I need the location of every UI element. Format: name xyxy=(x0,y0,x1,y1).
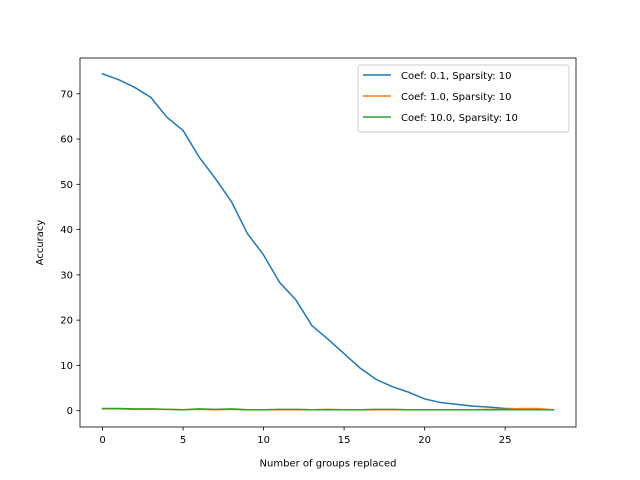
legend-label-2: Coef: 1.0, Sparsity: 10 xyxy=(401,92,512,103)
x-axis-label: Number of groups replaced xyxy=(260,459,397,470)
y-tick-label: 60 xyxy=(60,135,73,146)
y-axis-label: Accuracy xyxy=(35,220,46,266)
series-line-1 xyxy=(101,72,555,411)
x-tick-label: 25 xyxy=(499,435,512,446)
legend-label-3: Coef: 10.0, Sparsity: 10 xyxy=(401,113,518,124)
x-tick-label: 0 xyxy=(99,435,105,446)
x-tick-label: 15 xyxy=(338,435,351,446)
series-line-3 xyxy=(101,407,555,411)
y-tick-label: 20 xyxy=(60,316,73,327)
y-axis-ticks: 0 10 20 30 40 50 60 70 xyxy=(60,89,80,417)
y-tick-label: 0 xyxy=(67,406,73,417)
y-tick-label: 10 xyxy=(60,361,73,372)
series-layer xyxy=(101,72,555,411)
y-tick-label: 70 xyxy=(60,89,73,100)
y-tick-label: 40 xyxy=(60,225,73,236)
x-tick-label: 20 xyxy=(418,435,431,446)
y-tick-label: 30 xyxy=(60,270,73,281)
y-tick-label: 50 xyxy=(60,180,73,191)
x-axis-ticks: 0 5 10 15 20 25 xyxy=(99,427,512,446)
axes-frame xyxy=(79,57,577,428)
legend-label-1: Coef: 0.1, Sparsity: 10 xyxy=(401,71,512,82)
legend-box xyxy=(357,64,570,133)
x-tick-label: 5 xyxy=(180,435,186,446)
legend: Coef: 0.1, Sparsity: 10 Coef: 1.0, Sparsi… xyxy=(357,64,570,133)
x-tick-label: 10 xyxy=(257,435,270,446)
